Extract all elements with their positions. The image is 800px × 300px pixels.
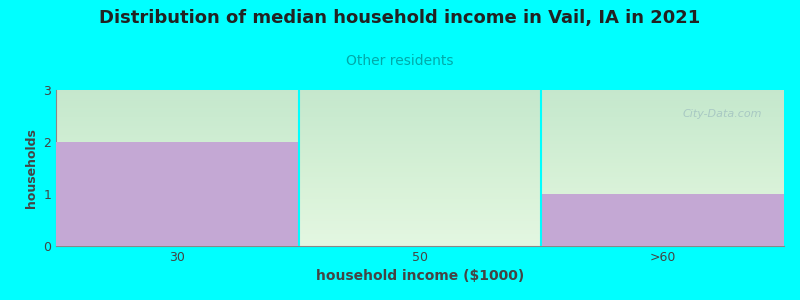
Y-axis label: households: households xyxy=(25,128,38,208)
Text: Other residents: Other residents xyxy=(346,54,454,68)
Text: Distribution of median household income in Vail, IA in 2021: Distribution of median household income … xyxy=(99,9,701,27)
Bar xyxy=(56,142,298,246)
Bar xyxy=(542,194,784,246)
X-axis label: household income ($1000): household income ($1000) xyxy=(316,269,524,284)
Text: City-Data.com: City-Data.com xyxy=(682,109,762,119)
